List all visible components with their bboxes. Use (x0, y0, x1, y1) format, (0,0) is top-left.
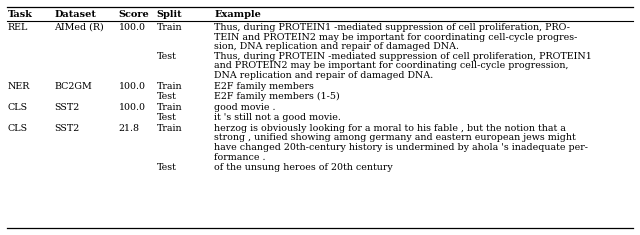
Text: 100.0: 100.0 (118, 23, 145, 32)
Text: Example: Example (214, 10, 261, 19)
Text: formance .: formance . (214, 153, 266, 161)
Text: Thus, during PROTEIN1 -mediated suppression of cell proliferation, PRO-: Thus, during PROTEIN1 -mediated suppress… (214, 23, 570, 32)
Text: BC2GM: BC2GM (54, 82, 92, 91)
Text: Train: Train (157, 23, 182, 32)
Text: E2F family members: E2F family members (214, 82, 314, 91)
Text: and PROTEIN2 may be important for coordinating cell-cycle progression,: and PROTEIN2 may be important for coordi… (214, 62, 569, 70)
Text: it 's still not a good movie.: it 's still not a good movie. (214, 113, 341, 122)
Text: TEIN and PROTEIN2 may be important for coordinating cell-cycle progres-: TEIN and PROTEIN2 may be important for c… (214, 32, 578, 42)
Text: 100.0: 100.0 (118, 82, 145, 91)
Text: of the unsung heroes of 20th century: of the unsung heroes of 20th century (214, 163, 393, 172)
Text: REL: REL (8, 23, 28, 32)
Text: CLS: CLS (8, 124, 28, 133)
Text: Score: Score (118, 10, 149, 19)
Text: herzog is obviously looking for a moral to his fable , but the notion that a: herzog is obviously looking for a moral … (214, 124, 566, 133)
Text: sion, DNA replication and repair of damaged DNA.: sion, DNA replication and repair of dama… (214, 42, 460, 51)
Text: have changed 20th-century history is undermined by ahola 's inadequate per-: have changed 20th-century history is und… (214, 143, 588, 152)
Text: DNA replication and repair of damaged DNA.: DNA replication and repair of damaged DN… (214, 71, 434, 80)
Text: Split: Split (157, 10, 182, 19)
Text: E2F family members (1-5): E2F family members (1-5) (214, 92, 340, 101)
Text: SST2: SST2 (54, 103, 79, 112)
Text: SST2: SST2 (54, 124, 79, 133)
Text: Test: Test (157, 52, 177, 61)
Text: 21.8: 21.8 (118, 124, 140, 133)
Text: NER: NER (8, 82, 30, 91)
Text: Thus, during PROTEIN -mediated suppression of cell proliferation, PROTEIN1: Thus, during PROTEIN -mediated suppressi… (214, 52, 592, 61)
Text: Train: Train (157, 82, 182, 91)
Text: good movie .: good movie . (214, 103, 276, 112)
Text: AIMed (R): AIMed (R) (54, 23, 104, 32)
Text: Train: Train (157, 103, 182, 112)
Text: Train: Train (157, 124, 182, 133)
Text: 100.0: 100.0 (118, 103, 145, 112)
Text: Test: Test (157, 113, 177, 122)
Text: Test: Test (157, 163, 177, 172)
Text: CLS: CLS (8, 103, 28, 112)
Text: strong , unified showing among germany and eastern european jews might: strong , unified showing among germany a… (214, 133, 576, 142)
Text: Test: Test (157, 92, 177, 101)
Text: Dataset: Dataset (54, 10, 96, 19)
Text: Task: Task (8, 10, 33, 19)
